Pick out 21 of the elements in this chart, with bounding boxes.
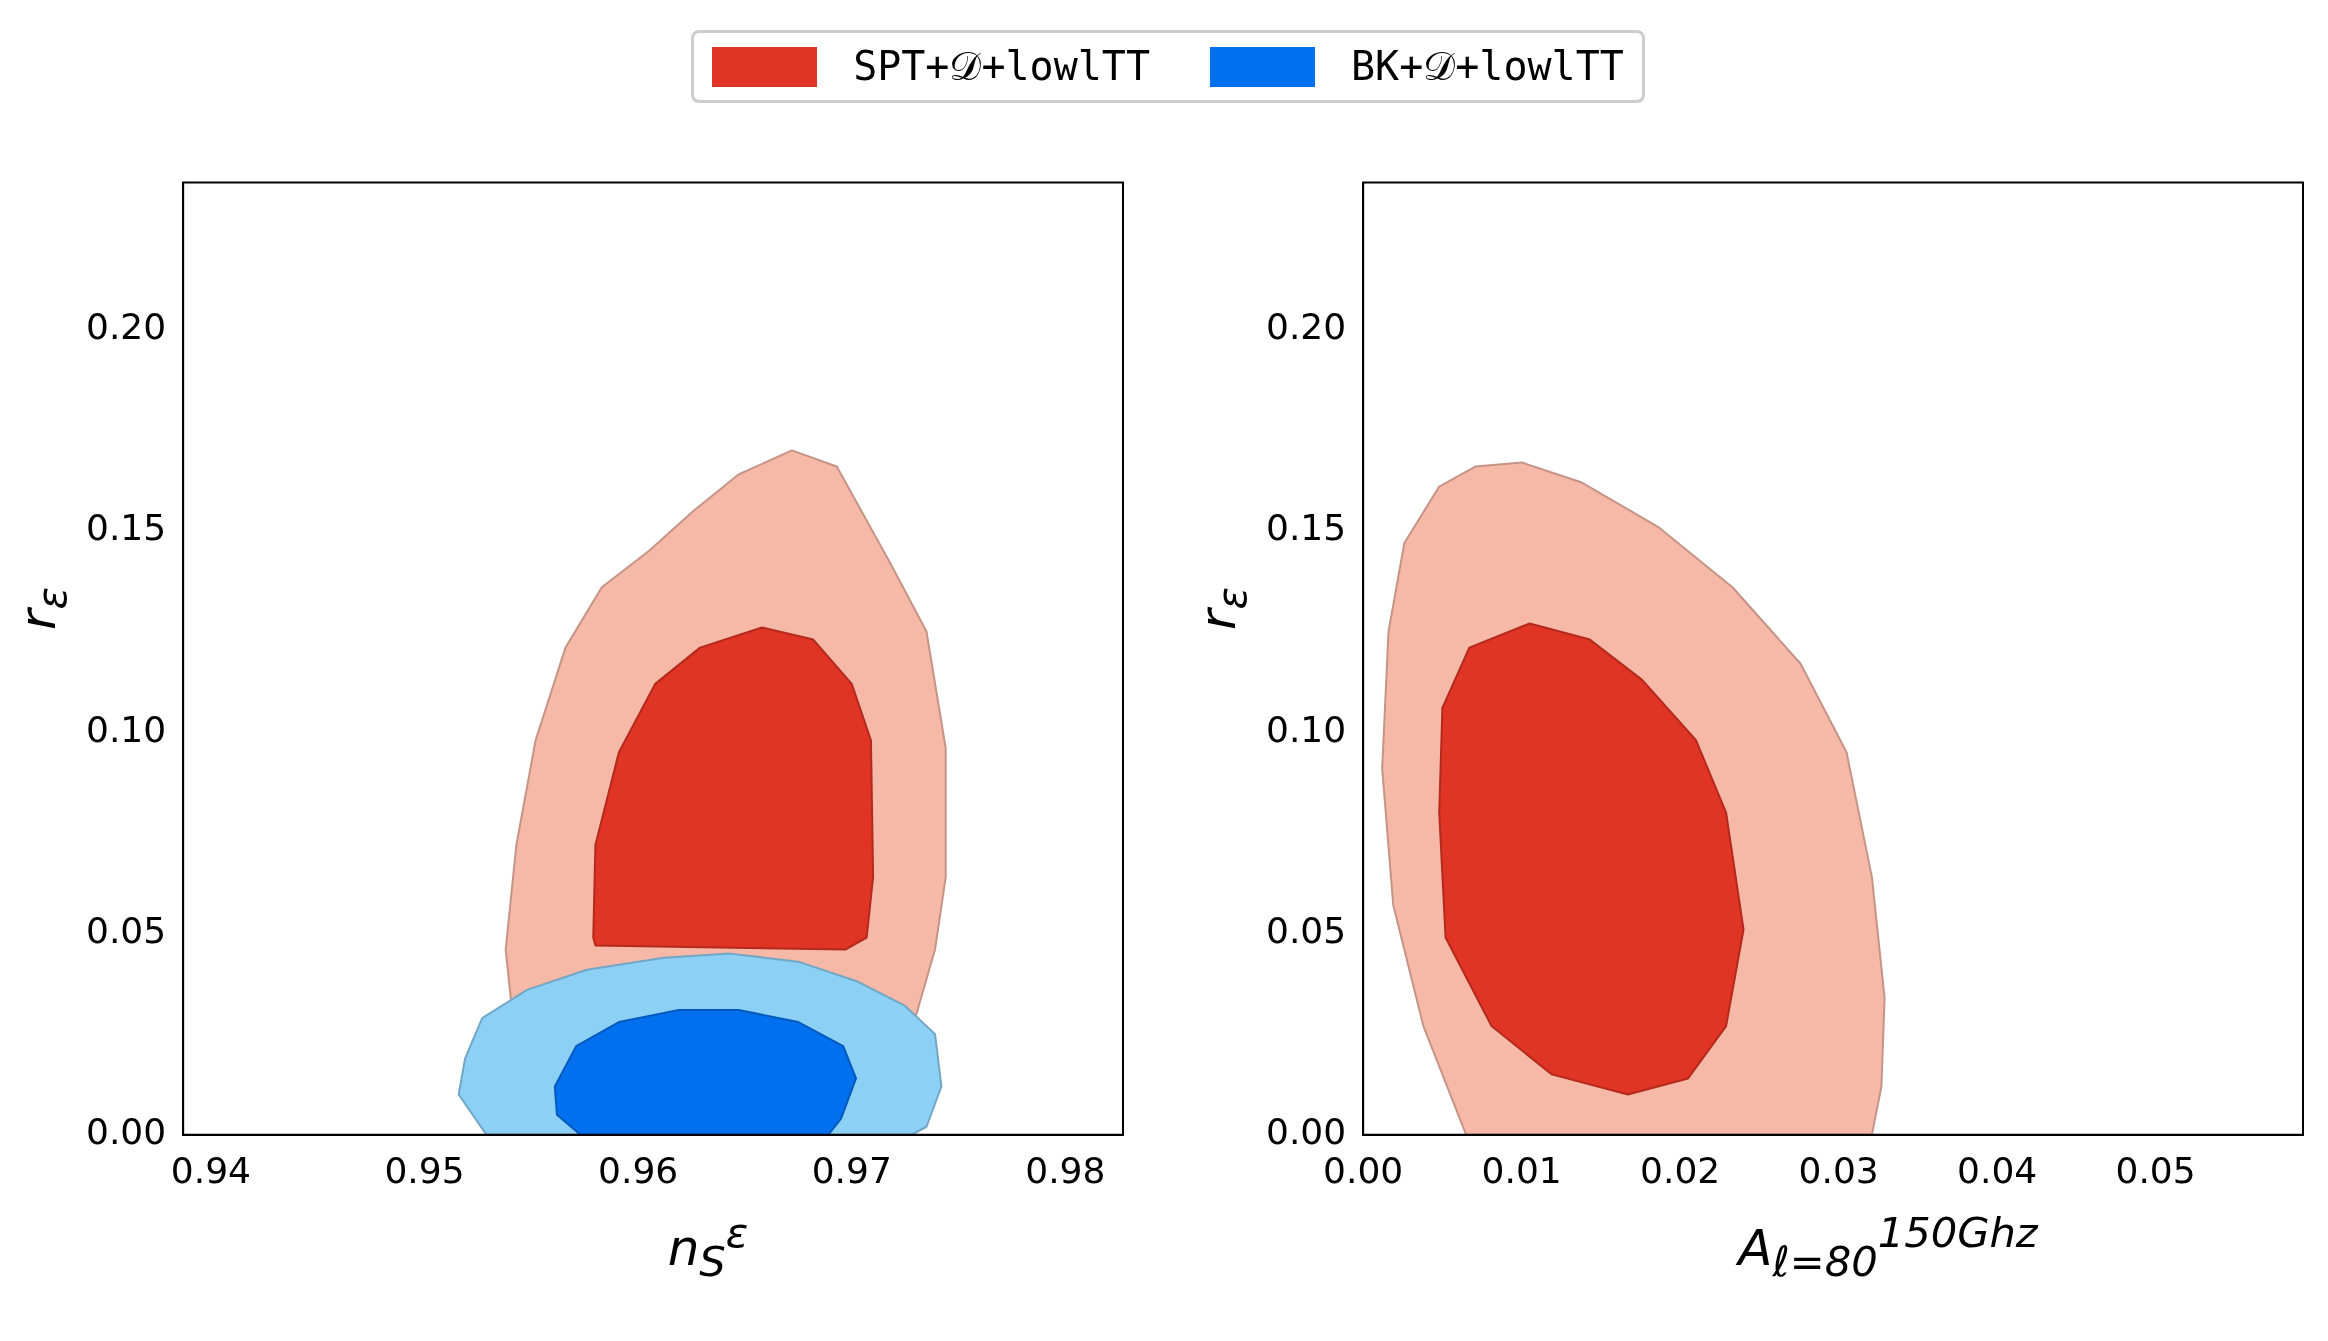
x-tick-label: 0.02 <box>1640 1149 1721 1191</box>
y-tick-label: 0.10 <box>86 708 167 750</box>
x-tick-label: 0.04 <box>1957 1149 2038 1191</box>
x-tick-label: 0.96 <box>598 1149 679 1191</box>
x-tick-label: 0.05 <box>2115 1149 2196 1191</box>
y-tick-label: 0.15 <box>1266 507 1347 549</box>
y-tick-label: 0.15 <box>86 507 167 549</box>
x-tick-label: 0.94 <box>170 1149 251 1191</box>
y-tick-label: 0.00 <box>86 1111 167 1153</box>
y-tick-label: 0.05 <box>1266 909 1347 951</box>
x-tick-label: 0.95 <box>384 1149 465 1191</box>
x-tick-label: 0.01 <box>1481 1149 1562 1191</box>
y-tick-label: 0.20 <box>86 305 167 347</box>
x-tick-label: 0.03 <box>1798 1149 1879 1191</box>
legend-label: BK+𝒟+lowlTT <box>1351 43 1624 90</box>
y-tick-label: 0.10 <box>1266 708 1347 750</box>
x-tick-label: 0.97 <box>811 1149 892 1191</box>
y-tick-label: 0.05 <box>86 909 167 951</box>
y-tick-label: 0.20 <box>1266 305 1347 347</box>
legend-label: SPT+𝒟+lowlTT <box>853 43 1151 90</box>
x-tick-label: 0.98 <box>1025 1149 1106 1191</box>
